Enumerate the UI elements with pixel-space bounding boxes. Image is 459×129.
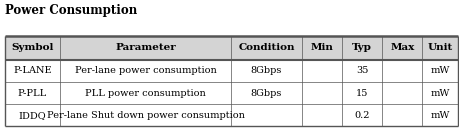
Text: mW: mW <box>430 88 449 98</box>
Bar <box>5 60 457 82</box>
Text: Min: Min <box>310 43 332 52</box>
Text: IDDQ: IDDQ <box>18 111 46 120</box>
Bar <box>5 104 457 126</box>
Bar <box>5 82 457 104</box>
Text: 15: 15 <box>355 88 368 98</box>
Text: Per-lane power consumption: Per-lane power consumption <box>74 66 216 75</box>
Text: Symbol: Symbol <box>11 43 53 52</box>
Text: Power Consumption: Power Consumption <box>5 4 137 17</box>
Text: mW: mW <box>430 66 449 75</box>
Bar <box>5 36 457 60</box>
Text: P-LANE: P-LANE <box>13 66 51 75</box>
Text: 0.2: 0.2 <box>353 111 369 120</box>
Text: Max: Max <box>389 43 414 52</box>
Text: Typ: Typ <box>351 43 371 52</box>
Text: 8Gbps: 8Gbps <box>250 66 281 75</box>
Text: 8Gbps: 8Gbps <box>250 88 281 98</box>
Text: mW: mW <box>430 111 449 120</box>
Text: 35: 35 <box>355 66 368 75</box>
Text: Condition: Condition <box>238 43 294 52</box>
Text: Parameter: Parameter <box>115 43 175 52</box>
Text: PLL power consumption: PLL power consumption <box>85 88 206 98</box>
Text: P-PLL: P-PLL <box>17 88 47 98</box>
Text: Per-lane Shut down power consumption: Per-lane Shut down power consumption <box>46 111 244 120</box>
Text: Unit: Unit <box>426 43 452 52</box>
